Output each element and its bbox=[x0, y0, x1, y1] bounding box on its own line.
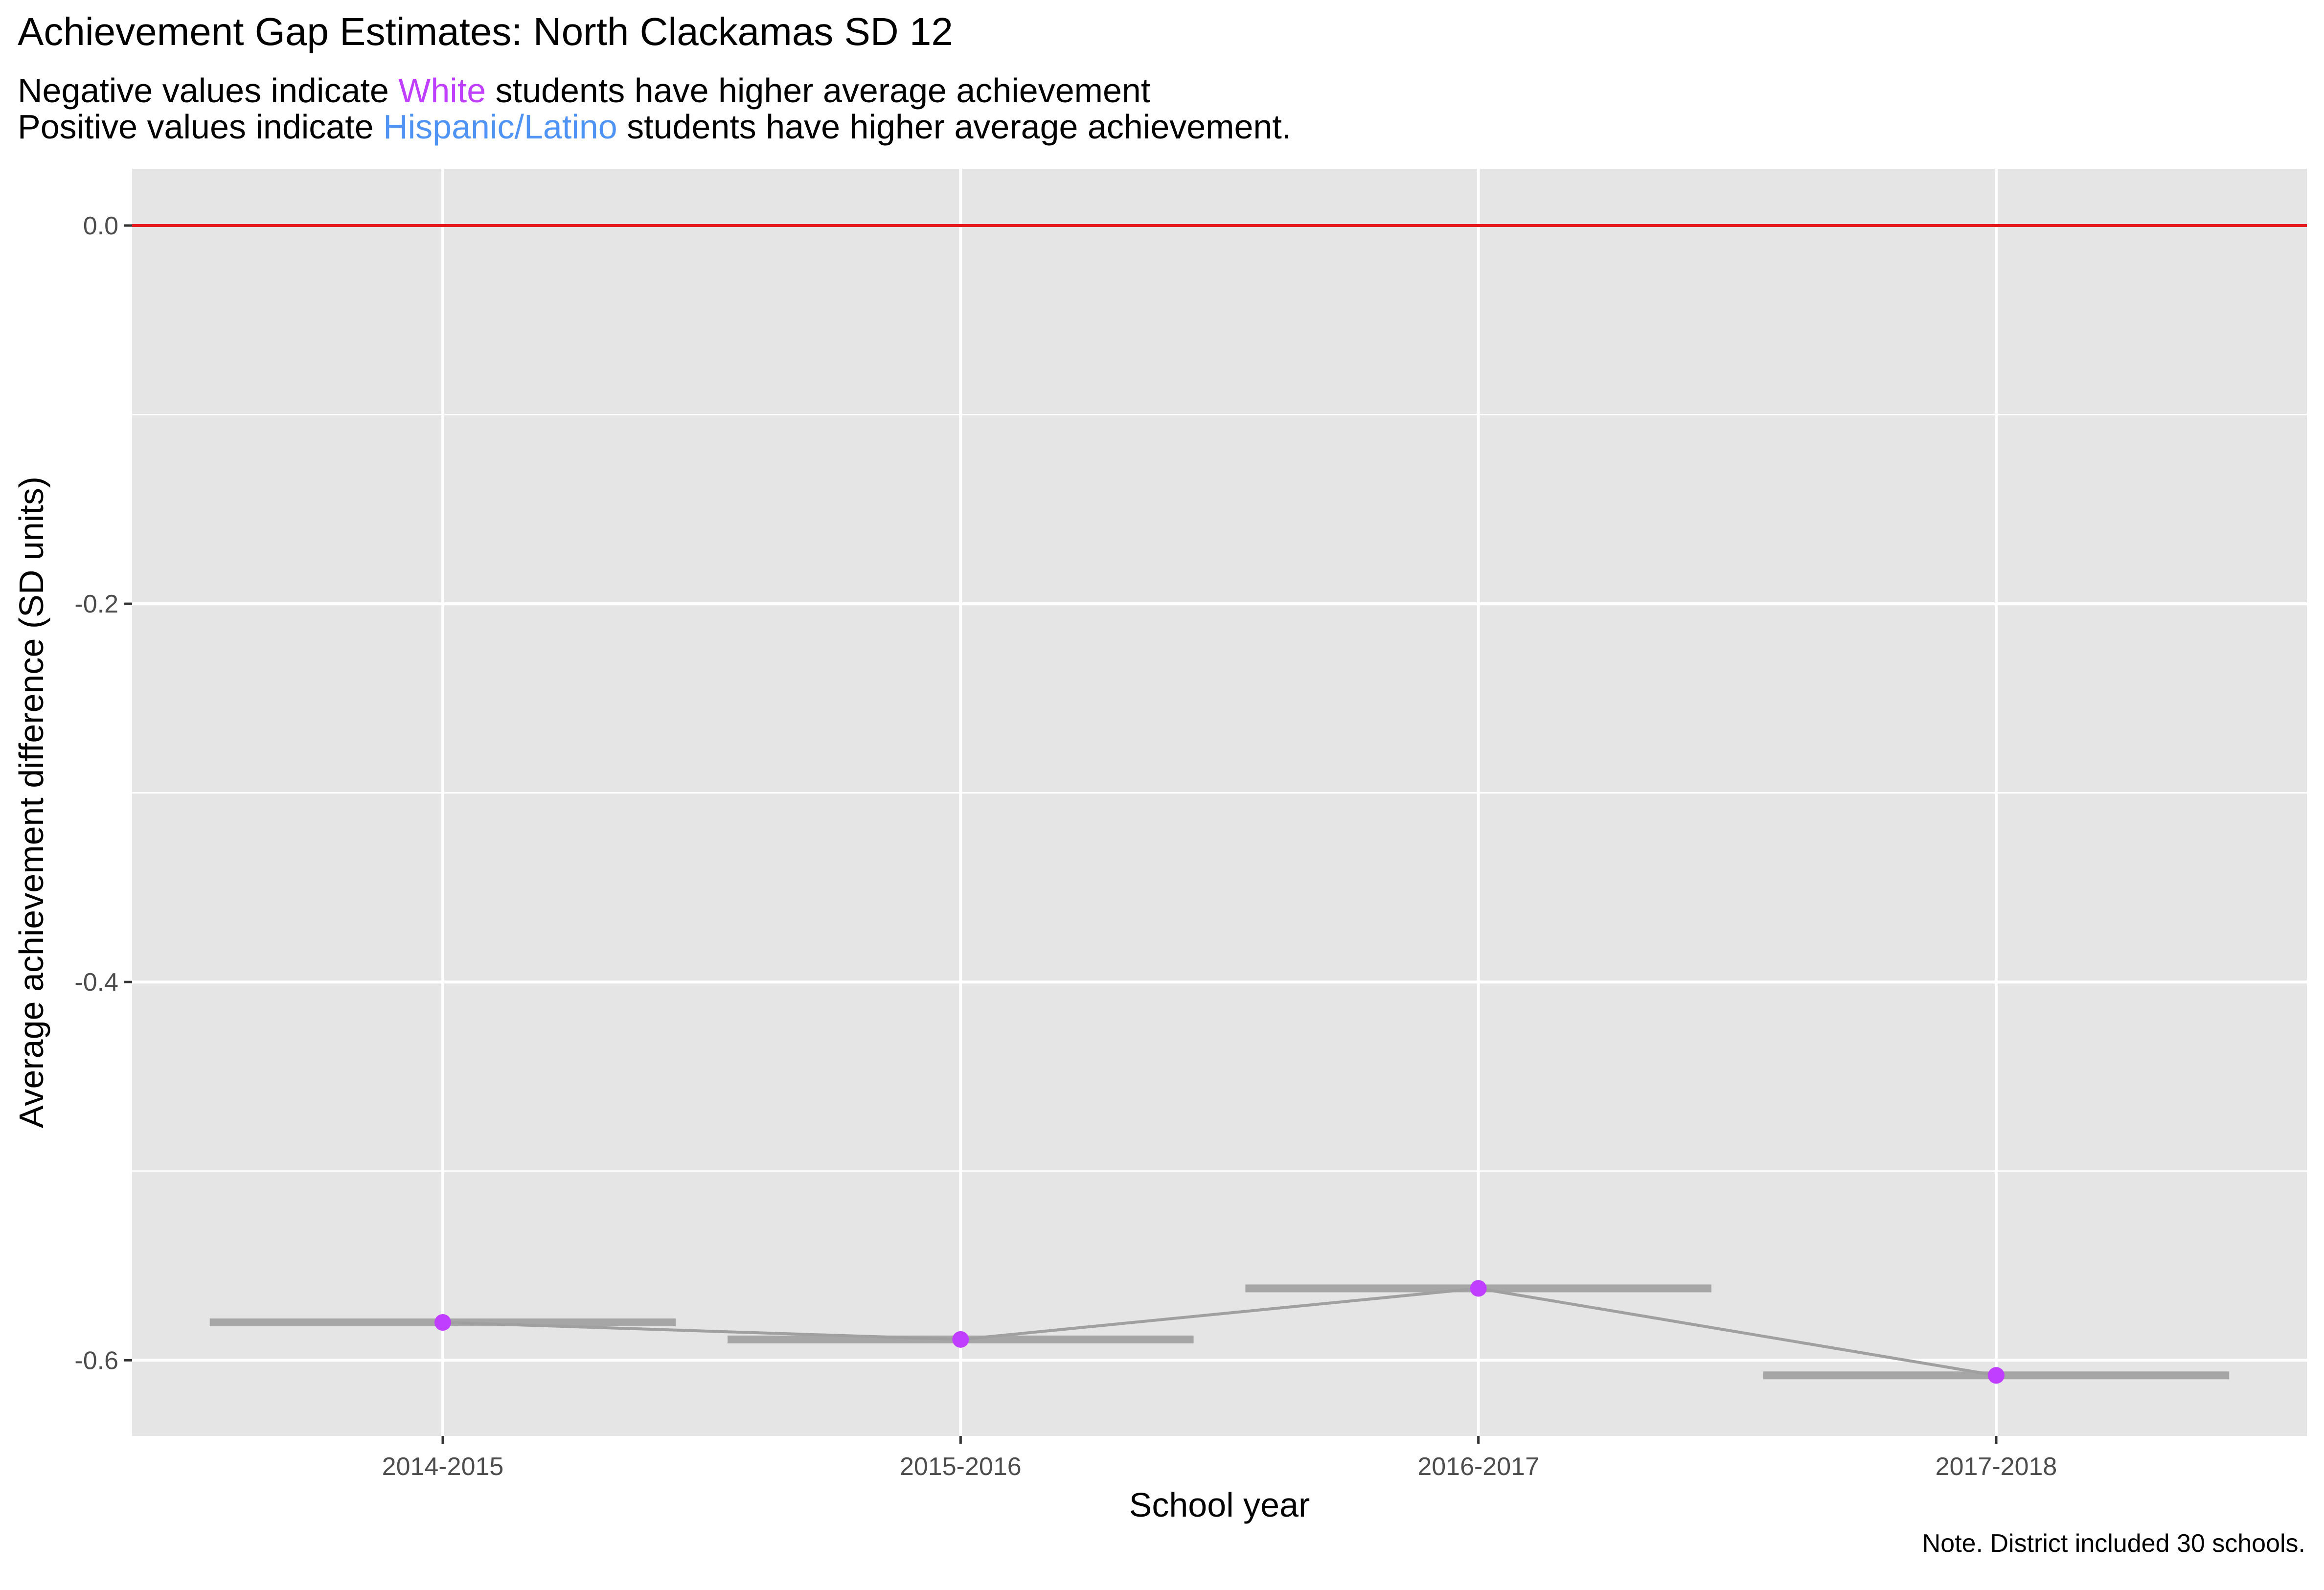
subtitle-line-1: Negative values indicate White students … bbox=[18, 72, 2307, 109]
subtitle-line-2-prefix: Positive values indicate bbox=[18, 108, 384, 146]
y-tick-label: -0.4 bbox=[74, 968, 118, 997]
caption-note: Note. District included 30 schools. bbox=[1922, 1529, 2305, 1558]
x-axis-title: School year bbox=[1129, 1486, 1310, 1524]
y-axis-ticks: 0.0 -0.2 -0.4 -0.6 bbox=[74, 212, 132, 1375]
x-tick-label: 2015-2016 bbox=[900, 1453, 1022, 1481]
chart-title: Achievement Gap Estimates: North Clackam… bbox=[18, 10, 953, 53]
data-point bbox=[1470, 1280, 1487, 1297]
subtitle-line-1-suffix: students have higher average achievement bbox=[486, 71, 1151, 110]
title-block: Achievement Gap Estimates: North Clackam… bbox=[18, 5, 2307, 145]
minor-gridlines bbox=[132, 414, 2307, 1172]
x-tick-label: 2014-2015 bbox=[382, 1453, 504, 1481]
plot-panel bbox=[132, 169, 2307, 1436]
subtitle-highlight-hispanic: Hispanic/Latino bbox=[383, 108, 617, 146]
data-point bbox=[434, 1314, 451, 1331]
y-axis-title: Average achievement difference (SD units… bbox=[12, 477, 50, 1128]
subtitle-line-1-prefix: Negative values indicate bbox=[18, 71, 399, 110]
y-tick-label: -0.2 bbox=[74, 590, 118, 618]
data-points bbox=[434, 1280, 2005, 1384]
trend-line-group bbox=[442, 1287, 1997, 1377]
data-point bbox=[1988, 1367, 2005, 1384]
data-point bbox=[952, 1331, 969, 1348]
y-tick-label: 0.0 bbox=[83, 212, 118, 240]
trend-line bbox=[442, 1287, 1997, 1377]
subtitle-line-2: Positive values indicate Hispanic/Latino… bbox=[18, 109, 2307, 145]
x-tick-label: 2016-2017 bbox=[1417, 1453, 1539, 1481]
x-tick-label: 2017-2018 bbox=[1936, 1453, 2057, 1481]
subtitle-highlight-white: White bbox=[398, 71, 486, 110]
subtitle-line-2-suffix: students have higher average achievement… bbox=[617, 108, 1292, 146]
y-tick-label: -0.6 bbox=[74, 1346, 118, 1375]
x-axis-ticks: 2014-2015 2015-2016 2016-2017 2017-2018 bbox=[382, 1436, 2057, 1481]
